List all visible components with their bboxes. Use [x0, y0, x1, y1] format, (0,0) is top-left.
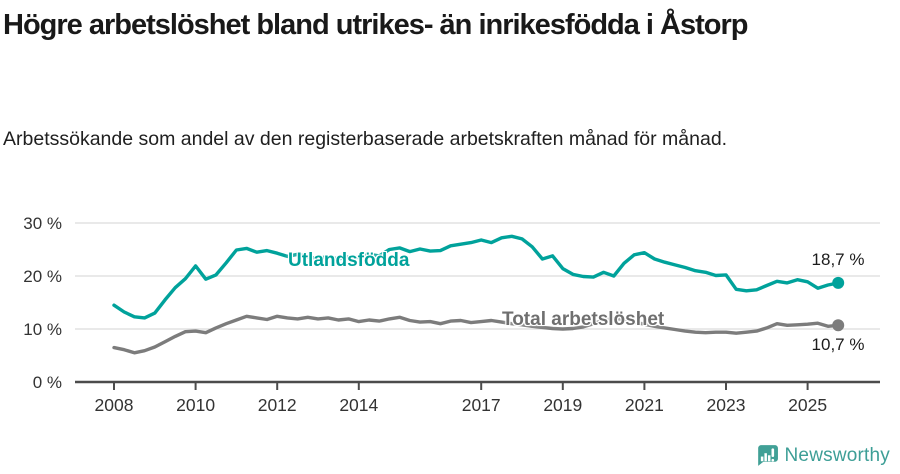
newsworthy-logo-icon	[757, 445, 778, 466]
end-value-label-utlandsfodda: 18,7 %	[811, 250, 865, 269]
newsworthy-branding: Newsworthy	[754, 443, 890, 468]
y-axis-tick-label: 0 %	[33, 373, 62, 392]
x-axis-tick-label: 2021	[625, 395, 664, 415]
newsworthy-brand-text: Newsworthy	[784, 444, 890, 466]
line-chart: 0 % 10 % 20 % 30 % 2008 2010 2012 2014 2017 2019 2…	[0, 205, 900, 425]
series-label-total: Total arbetslöshet	[502, 309, 665, 330]
x-axis-tick-label: 2017	[462, 395, 501, 415]
series-end-dot-1	[832, 319, 845, 332]
chart-canvas: 0 % 10 % 20 % 30 % 2008 2010 2012 2014 2017 2019 2…	[23, 214, 880, 415]
x-axis-tick-label: 2025	[788, 395, 827, 415]
x-axis-tick-label: 2023	[707, 395, 746, 415]
y-axis-tick-label: 30 %	[23, 214, 62, 233]
x-axis-tick-label: 2010	[176, 395, 215, 415]
y-axis-tick-label: 20 %	[23, 267, 62, 286]
series-line-0	[112, 234, 840, 320]
series-label-utlandsfodda: Utlandsfödda	[288, 250, 410, 271]
x-axis-tick-label: 2019	[543, 395, 582, 415]
x-axis-tick-label: 2014	[339, 395, 378, 415]
end-value-label-total: 10,7 %	[811, 335, 865, 354]
page-title: Högre arbetslöshet bland utrikes- än inr…	[3, 9, 748, 41]
x-axis-tick-label: 2008	[95, 395, 134, 415]
series-line-1	[112, 314, 840, 355]
y-axis-tick-label: 10 %	[23, 320, 62, 339]
chart-subtitle: Arbetssökande som andel av den registerb…	[3, 128, 728, 150]
series-end-dot-0	[832, 276, 845, 289]
x-axis-tick-label: 2012	[258, 395, 297, 415]
